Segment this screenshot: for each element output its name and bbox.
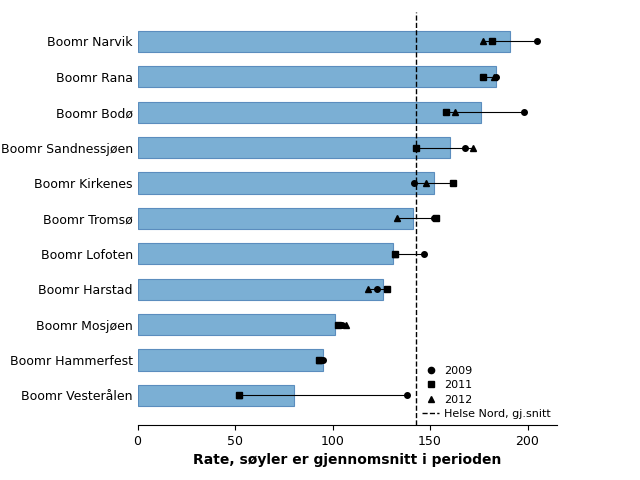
- Bar: [138, 243, 393, 264]
- Bar: [138, 278, 383, 300]
- Bar: [138, 314, 335, 335]
- Bar: [138, 137, 449, 158]
- Bar: [138, 208, 413, 229]
- Bar: [138, 66, 497, 87]
- Bar: [138, 172, 434, 193]
- Bar: [138, 102, 481, 123]
- Bar: [138, 31, 510, 52]
- Bar: [138, 349, 323, 371]
- Bar: [138, 385, 294, 406]
- X-axis label: Rate, søyler er gjennomsnitt i perioden: Rate, søyler er gjennomsnitt i perioden: [193, 453, 501, 467]
- Legend: 2009, 2011, 2012, Helse Nord, gj.snitt: 2009, 2011, 2012, Helse Nord, gj.snitt: [422, 366, 551, 419]
